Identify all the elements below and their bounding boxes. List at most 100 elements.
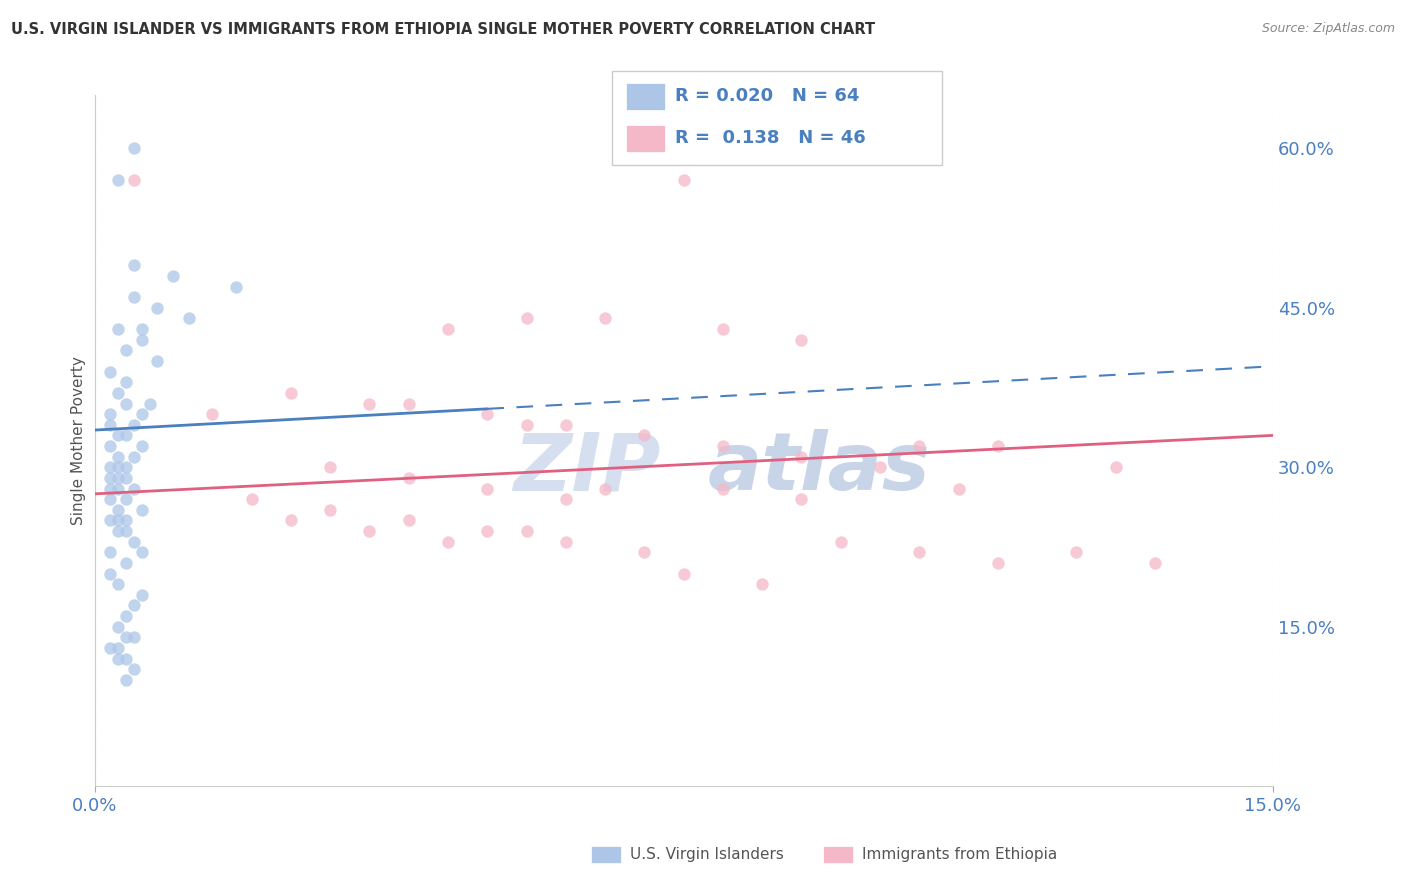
Point [115,609,138,624]
Text: Source: ZipAtlas.com: Source: ZipAtlas.com [1261,22,1395,36]
Point [790,333,813,347]
Point [131,588,153,602]
Point [593,482,616,496]
Point [122,534,145,549]
Point [115,673,138,687]
Point [554,534,576,549]
Point [131,439,153,453]
Point [107,651,129,665]
Point [122,417,145,432]
Point [711,439,734,453]
Point [107,460,129,475]
Point [359,396,381,410]
Text: U.S. VIRGIN ISLANDER VS IMMIGRANTS FROM ETHIOPIA SINGLE MOTHER POVERTY CORRELATI: U.S. VIRGIN ISLANDER VS IMMIGRANTS FROM … [11,22,876,37]
Point [98,439,121,453]
Text: Immigrants from Ethiopia: Immigrants from Ethiopia [862,847,1057,862]
Point [98,640,121,655]
Point [477,482,499,496]
Text: R = 0.020   N = 64: R = 0.020 N = 64 [675,87,859,105]
Point [115,460,138,475]
Point [98,513,121,527]
Point [122,599,145,613]
Point [869,460,891,475]
Point [115,651,138,665]
Point [280,385,302,400]
Point [98,460,121,475]
Point [437,534,460,549]
Point [711,322,734,336]
Point [122,450,145,464]
Point [107,471,129,485]
Point [146,354,169,368]
Point [240,492,263,507]
Point [115,631,138,645]
Point [107,173,129,187]
Point [1066,545,1088,559]
Point [98,545,121,559]
Point [554,417,576,432]
Point [948,482,970,496]
Point [477,524,499,538]
Point [115,428,138,442]
Point [146,301,169,315]
Point [131,333,153,347]
Point [98,492,121,507]
Point [107,640,129,655]
Point [115,376,138,390]
Point [830,534,852,549]
Point [131,407,153,421]
Text: ZIP: ZIP [513,429,659,508]
Point [177,311,200,326]
Point [162,268,184,283]
Point [711,482,734,496]
Point [790,492,813,507]
Point [131,503,153,517]
Point [987,439,1010,453]
Point [107,322,129,336]
Point [107,385,129,400]
Point [122,173,145,187]
Text: U.S. Virgin Islanders: U.S. Virgin Islanders [630,847,783,862]
Y-axis label: Single Mother Poverty: Single Mother Poverty [72,356,86,525]
Point [319,503,342,517]
Point [437,322,460,336]
Point [477,407,499,421]
Point [98,365,121,379]
Point [98,417,121,432]
Point [115,524,138,538]
Point [98,407,121,421]
Point [751,577,773,591]
Point [98,482,121,496]
Point [398,396,420,410]
Point [122,258,145,272]
Point [131,322,153,336]
Point [672,566,695,581]
Point [398,471,420,485]
Point [107,482,129,496]
Point [122,482,145,496]
Point [107,620,129,634]
Point [122,290,145,304]
Point [633,545,655,559]
Point [138,396,160,410]
Point [115,513,138,527]
Point [201,407,224,421]
Point [107,450,129,464]
Point [398,513,420,527]
Text: R =  0.138   N = 46: R = 0.138 N = 46 [675,129,866,147]
Point [122,631,145,645]
Point [516,417,538,432]
Text: atlas: atlas [707,429,929,508]
Point [107,513,129,527]
Point [359,524,381,538]
Point [122,141,145,155]
Point [225,279,247,293]
Point [115,492,138,507]
Point [908,439,931,453]
Point [516,524,538,538]
Point [107,428,129,442]
Point [516,311,538,326]
Point [1143,556,1166,570]
Point [115,343,138,358]
Point [1105,460,1128,475]
